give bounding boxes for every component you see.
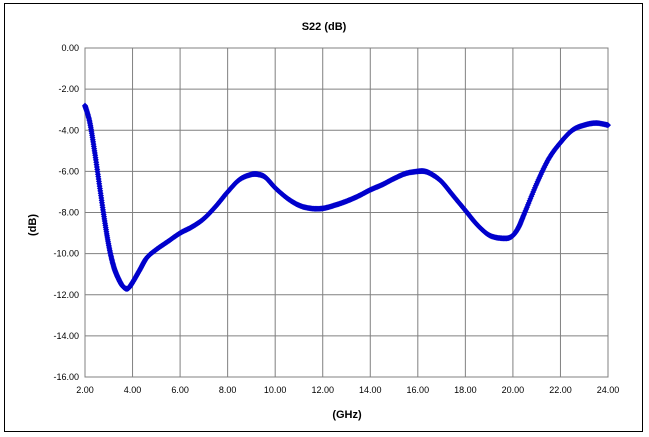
- y-tick-label: -8.00: [58, 208, 79, 218]
- y-tick-label: -4.00: [58, 125, 79, 135]
- x-axis-title: (GHz): [332, 409, 362, 421]
- y-tick-label: -6.00: [58, 166, 79, 176]
- x-tick-label: 10.00: [264, 385, 287, 395]
- chart-title: S22 (dB): [302, 21, 347, 33]
- y-tick-label: -16.00: [53, 372, 79, 382]
- x-tick-labels: 2.00 4.00 6.00 8.00 10.00 12.00 14.00 16.00 18.0…: [76, 385, 619, 395]
- x-tick-label: 22.00: [549, 385, 572, 395]
- x-tick-label: 24.00: [597, 385, 620, 395]
- plot-area: [84, 47, 609, 378]
- x-tick-label: 12.00: [311, 385, 334, 395]
- y-tick-label: -12.00: [53, 290, 79, 300]
- y-tick-label: -2.00: [58, 84, 79, 94]
- x-tick-label: 20.00: [502, 385, 525, 395]
- series-s22: [82, 102, 611, 292]
- y-tick-label: 0.00: [61, 43, 79, 53]
- x-tick-label: 18.00: [454, 385, 477, 395]
- y-tick-label: -10.00: [53, 249, 79, 259]
- chart-frame: S22 (dB) (dB) (GHz) 0.00 -2.00 -4.00 -6.00 -…: [4, 3, 643, 432]
- gridlines: [84, 47, 609, 378]
- y-axis-title: (dB): [27, 214, 39, 236]
- y-tick-label: -14.00: [53, 331, 79, 341]
- y-tick-labels: 0.00 -2.00 -4.00 -6.00 -8.00 -10.00 -12.00 -14.…: [53, 43, 79, 382]
- x-tick-label: 16.00: [407, 385, 430, 395]
- x-tick-label: 2.00: [76, 385, 94, 395]
- x-tick-label: 4.00: [124, 385, 142, 395]
- chart-svg: S22 (dB) (dB) (GHz) 0.00 -2.00 -4.00 -6.00 -…: [27, 21, 619, 421]
- x-tick-label: 14.00: [359, 385, 382, 395]
- data-point: [605, 122, 611, 129]
- x-tick-label: 8.00: [219, 385, 237, 395]
- x-tick-label: 6.00: [171, 385, 189, 395]
